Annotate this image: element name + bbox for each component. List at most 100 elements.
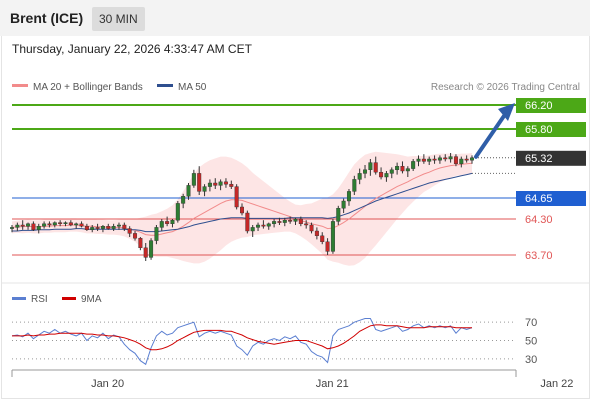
candle-body — [411, 161, 416, 169]
candle-body — [79, 223, 84, 227]
candle-body — [191, 173, 196, 186]
price-level-tag — [516, 191, 586, 206]
candle-body — [309, 224, 314, 232]
candle-body — [363, 169, 368, 174]
price-level-tag — [516, 122, 586, 137]
candle-body — [336, 207, 341, 222]
rsi-line — [11, 318, 473, 366]
candle-body — [405, 168, 410, 172]
candle-body — [325, 241, 330, 252]
candle-body — [239, 206, 244, 214]
candle-body — [256, 224, 261, 228]
candle-body — [186, 185, 191, 197]
chart-header: Brent (ICE) 30 MIN — [0, 0, 590, 36]
candle-body — [9, 227, 14, 229]
candle-body — [346, 191, 351, 202]
candle-body — [165, 221, 170, 224]
rsi-ma9-line — [12, 324, 472, 351]
candle-body — [400, 165, 405, 172]
candle-body — [15, 224, 20, 228]
candle-body — [432, 158, 437, 161]
candle-body — [52, 222, 57, 226]
candle-body — [100, 225, 105, 229]
x-tick-label: Jan 20 — [91, 378, 124, 390]
candle-body — [84, 225, 89, 230]
candle-body — [389, 169, 394, 174]
price-level-tag — [516, 150, 586, 166]
rsi-tick-label: 50 — [525, 336, 537, 348]
candle-body — [20, 224, 25, 227]
candle-body — [395, 165, 400, 170]
rsi-tick-label: 70 — [525, 317, 537, 329]
candle-body — [127, 228, 132, 234]
candle-body — [459, 158, 464, 164]
legend-label: MA 50 — [178, 82, 207, 93]
candle-body — [95, 227, 100, 229]
candle-body — [234, 186, 239, 208]
price-level-label: 65.80 — [525, 124, 553, 136]
rsi-tick-label: 30 — [525, 354, 537, 366]
rsi-legend-swatch — [62, 297, 76, 300]
candle-body — [427, 158, 432, 162]
candle-body — [229, 183, 234, 187]
candle-body — [63, 222, 68, 225]
candle-body — [250, 227, 255, 232]
watermark: Research © 2026 Trading Central — [431, 82, 580, 93]
candle-body — [207, 182, 212, 187]
candle-body — [261, 224, 266, 227]
candle-body — [122, 224, 127, 229]
candle-body — [116, 224, 121, 227]
candle-body — [159, 221, 164, 228]
candle-body — [368, 162, 373, 171]
rsi-legend-label: 9MA — [81, 294, 102, 305]
candle-body — [197, 173, 202, 192]
candle-body — [175, 203, 180, 221]
candle-body — [143, 247, 148, 258]
candle-body — [384, 173, 389, 178]
candle-body — [272, 221, 277, 224]
candle-body — [352, 179, 357, 192]
candle-body — [341, 200, 346, 209]
x-tick-label: Jan 21 — [316, 378, 349, 390]
candle-body — [293, 218, 298, 222]
candle-body — [47, 223, 52, 226]
candle-body — [373, 162, 378, 173]
interval-button[interactable]: 30 MIN — [92, 7, 145, 31]
price-level-label: 66.20 — [525, 100, 553, 112]
candle-body — [304, 223, 309, 226]
forecast-arrow-head — [498, 103, 515, 121]
rsi-legend-label: RSI — [31, 294, 48, 305]
candle-body — [453, 156, 458, 165]
price-level-tag — [516, 98, 586, 113]
candle-body — [298, 218, 303, 224]
price-level-label: 65.32 — [525, 153, 553, 165]
candle-body — [36, 225, 41, 230]
candle-body — [90, 227, 95, 230]
legend-swatch — [157, 84, 173, 87]
candle-body — [416, 158, 421, 162]
candle-body — [111, 225, 116, 229]
candle-body — [58, 222, 63, 225]
candle-body — [202, 186, 207, 192]
candle-body — [320, 235, 325, 243]
candle-body — [443, 157, 448, 160]
candle-body — [149, 240, 154, 258]
candle-body — [437, 157, 442, 161]
legend-label: MA 20 + Bollinger Bands — [33, 82, 143, 93]
candle-body — [288, 219, 293, 222]
candle-body — [218, 181, 223, 186]
candle-body — [464, 158, 469, 161]
x-tick-label: Jan 22 — [540, 378, 573, 390]
timestamp: Thursday, January 22, 2026 4:33:47 AM CE… — [12, 42, 252, 56]
candle-body — [138, 237, 143, 248]
candle-body — [330, 221, 335, 252]
candle-body — [277, 221, 282, 223]
legend-swatch — [12, 84, 28, 87]
candle-body — [245, 212, 250, 232]
candle-body — [31, 223, 36, 231]
candle-body — [133, 233, 138, 239]
candle-body — [154, 227, 159, 241]
candle-body — [282, 219, 287, 223]
candle-body — [213, 182, 218, 186]
